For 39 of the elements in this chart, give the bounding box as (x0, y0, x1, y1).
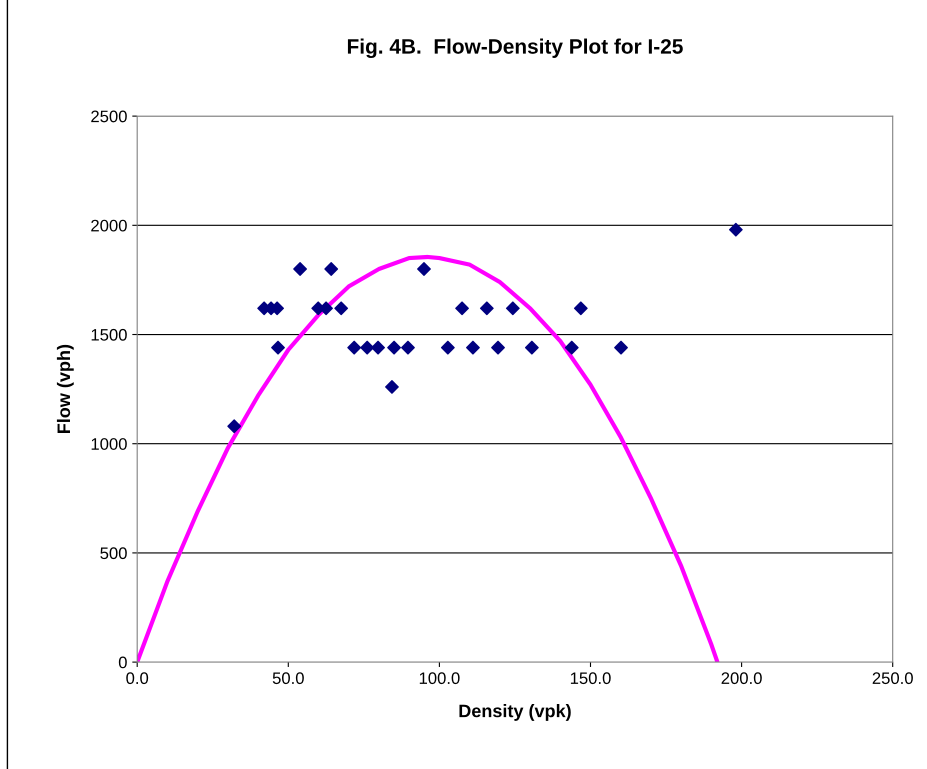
point (440, 340, 455, 355)
line-series (137, 254, 720, 662)
point (524, 340, 539, 355)
y-tick-label: 0 (118, 656, 127, 668)
point (271, 340, 285, 355)
point (455, 301, 469, 316)
y-tick-label: 1000 (92, 438, 127, 450)
point (614, 340, 628, 355)
point (466, 340, 480, 355)
x-axis-title: Density (vpk) (459, 704, 571, 721)
point (334, 301, 348, 316)
point (385, 380, 399, 394)
x-tick-label: 0.0 (126, 672, 148, 684)
x-tick-label: 100.0 (420, 672, 460, 684)
point (293, 262, 307, 276)
y-axis-title: Flow (vph) (56, 344, 74, 434)
x-tick-label: 200.0 (722, 672, 762, 684)
y-tick-label: 2000 (91, 220, 127, 232)
point (564, 340, 579, 355)
point (506, 301, 520, 316)
point (728, 222, 743, 237)
point (401, 340, 415, 355)
y-tick-label: 2500 (91, 110, 127, 122)
y-tick-label: 1500 (92, 328, 127, 341)
x-tick-label: 50.0 (272, 672, 304, 684)
point (387, 340, 401, 355)
point (324, 262, 338, 276)
point (360, 340, 374, 355)
point (371, 340, 385, 355)
point (480, 301, 494, 316)
chart-title: Fig. 4B. Flow-Density Plot for I-25 (348, 38, 683, 58)
point (227, 419, 242, 434)
x-tick-label: 250.0 (872, 672, 913, 684)
x-tick-label: 150.0 (570, 672, 611, 684)
point (347, 340, 362, 355)
point (574, 301, 588, 316)
point (417, 262, 431, 276)
point (491, 340, 505, 355)
y-tick-label: 500 (100, 547, 127, 560)
